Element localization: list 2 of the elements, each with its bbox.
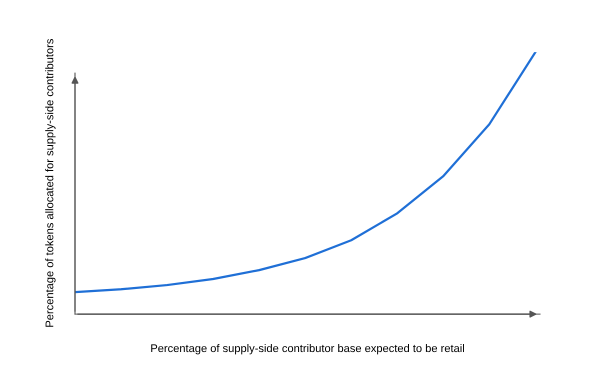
x-axis-title: Percentage of supply-side contributor base expected to be retail [151,344,464,354]
y-axis-title: Percentage of tokens allocated for supply-side contributors [45,39,56,327]
